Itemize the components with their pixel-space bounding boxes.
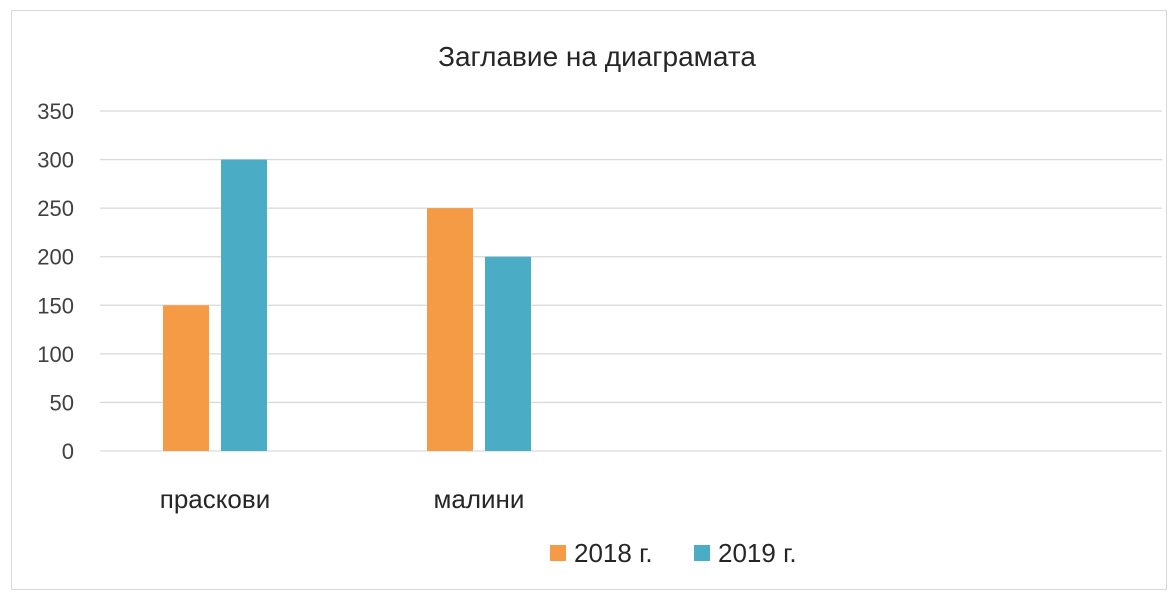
legend-swatch	[550, 545, 566, 561]
y-tick-label: 350	[37, 99, 74, 124]
legend-swatch	[694, 545, 710, 561]
bar-малини-2019 г.	[485, 256, 531, 451]
x-category-label: малини	[434, 484, 525, 514]
bar-chart: Заглавие на диаграмата 0 50 100 150 200 250 30…	[37, 41, 1162, 568]
y-tick-label: 0	[62, 439, 74, 464]
bar-праскови-2019 г.	[221, 159, 267, 452]
legend-label: 2018 г.	[574, 538, 653, 568]
y-tick-label: 200	[37, 245, 74, 270]
y-tick-label: 50	[50, 390, 74, 415]
x-category-label: праскови	[160, 484, 270, 514]
chart-title: Заглавие на диаграмата	[438, 41, 756, 72]
y-tick-label: 100	[37, 342, 74, 367]
bars	[163, 159, 531, 452]
gridlines	[100, 110, 1162, 452]
y-tick-label: 250	[37, 196, 74, 221]
legend: 2018 г. 2019 г.	[550, 538, 797, 568]
x-axis-categories: праскови малини	[160, 484, 525, 514]
chart-area: Заглавие на диаграмата 0 50 100 150 200 250 30…	[11, 10, 1167, 590]
y-tick-label: 150	[37, 293, 74, 318]
y-axis-ticks: 0 50 100 150 200 250 300 350	[37, 99, 74, 464]
legend-label: 2019 г.	[718, 538, 797, 568]
y-tick-label: 300	[37, 148, 74, 173]
bar-праскови-2018 г.	[163, 305, 209, 451]
bar-малини-2018 г.	[427, 208, 473, 451]
